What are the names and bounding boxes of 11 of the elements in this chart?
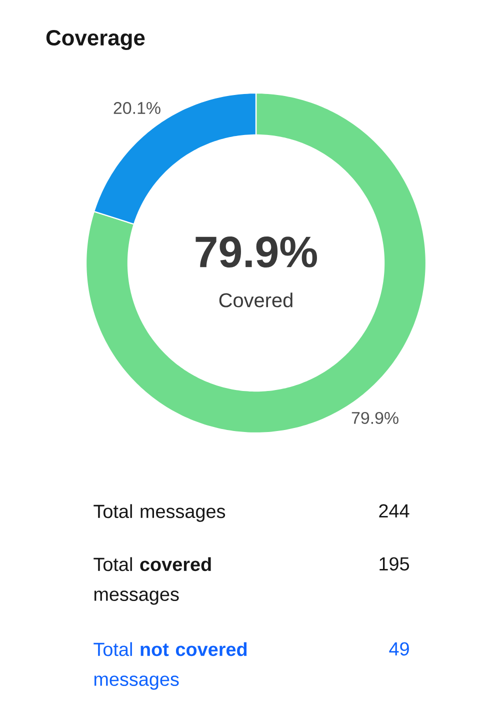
text: 244 [379,504,410,518]
chart-title: Coverage [46,30,145,50]
text: Total not covered messages [94,642,247,690]
text: Total covered messages [94,557,211,605]
text: 49 [389,642,409,656]
text: 79.9% [196,236,317,268]
text: Covered [219,292,292,308]
text: 195 [380,557,410,571]
data-label: 79.9% [352,412,398,424]
data-label: 20.1% [114,102,160,114]
text: Total messages [94,504,226,522]
